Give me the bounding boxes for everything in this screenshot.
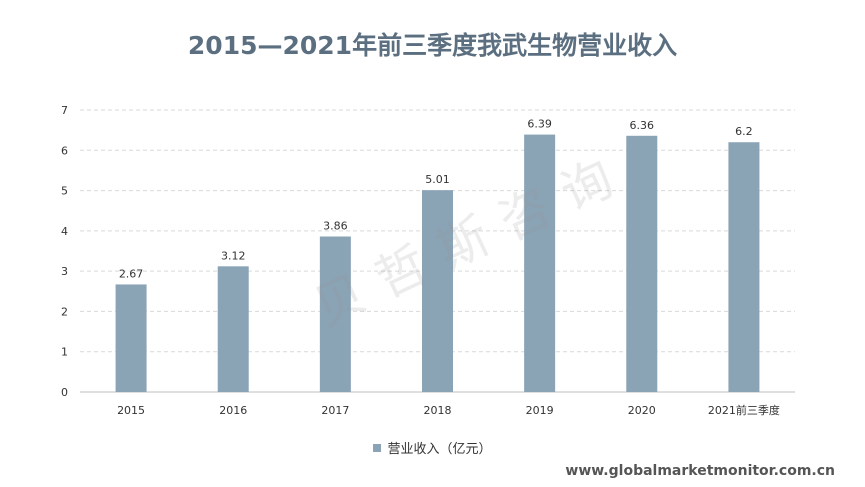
data-label: 6.36 [630, 119, 655, 132]
x-tick-label: 2017 [321, 404, 349, 417]
y-tick-label: 6 [61, 144, 68, 157]
y-tick-label: 5 [61, 185, 68, 198]
x-tick-label: 2016 [219, 404, 247, 417]
y-tick-label: 3 [61, 265, 68, 278]
data-label: 2.67 [119, 267, 144, 280]
bar [115, 284, 147, 392]
x-tick-label: 2015 [117, 404, 145, 417]
y-tick-label: 7 [61, 104, 68, 117]
bar [217, 266, 249, 392]
x-tick-label: 2021前三季度 [708, 403, 780, 417]
data-label: 6.39 [527, 118, 552, 131]
chart-title: 2015—2021年前三季度我武生物营业收入 [187, 31, 678, 60]
bar [422, 190, 453, 392]
x-tick-label: 2020 [628, 404, 656, 417]
bar [524, 134, 556, 392]
x-tick-label: 2019 [526, 404, 554, 417]
source-url: www.globalmarketmonitor.com.cn [565, 463, 835, 479]
y-tick-label: 4 [61, 225, 68, 238]
y-tick-label: 0 [61, 386, 68, 399]
y-tick-label: 1 [61, 346, 68, 359]
bar [626, 135, 658, 393]
legend-label: 营业收入（亿元） [387, 442, 492, 457]
bar [728, 142, 760, 392]
data-label: 3.86 [323, 219, 348, 232]
legend-swatch [373, 443, 382, 452]
data-label: 3.12 [221, 249, 246, 262]
legend: 营业收入（亿元） [0, 438, 865, 457]
x-tick-label: 2018 [424, 404, 452, 417]
y-tick-label: 2 [61, 305, 68, 318]
data-label: 5.01 [425, 173, 450, 186]
bar [319, 236, 351, 392]
data-label: 6.2 [735, 125, 753, 138]
